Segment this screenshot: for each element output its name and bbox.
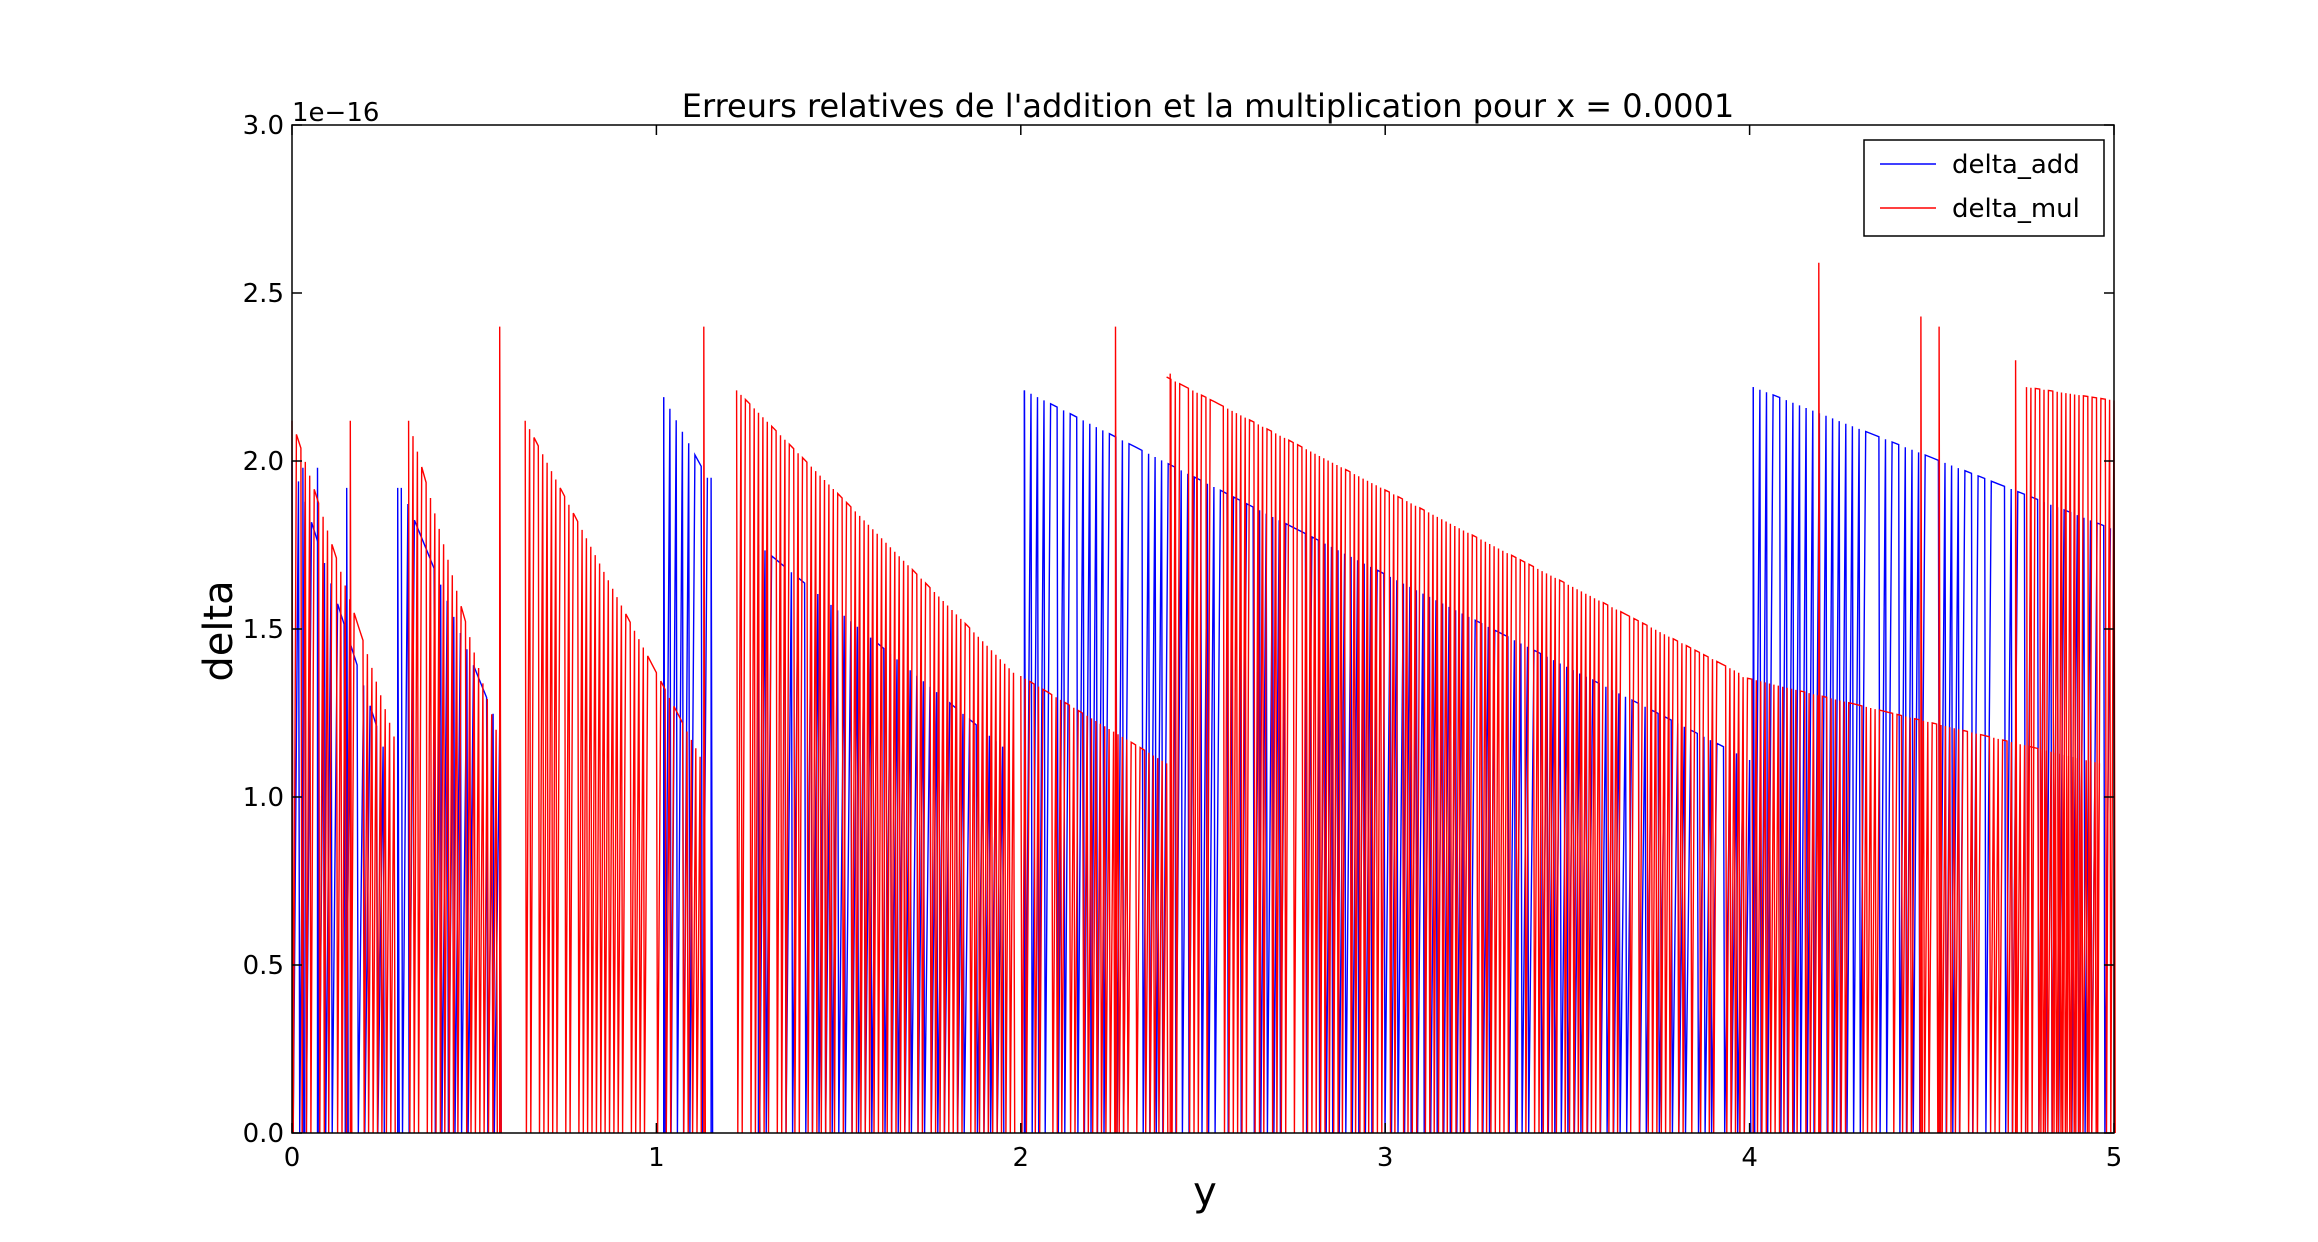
series-delta-mul-segment: [291, 420, 396, 1134]
x-tick-label: 2: [1013, 1143, 1030, 1173]
y-tick-label: 3.0: [243, 111, 284, 141]
series-delta-add-spike: [710, 477, 714, 1134]
legend-label-delta-mul: delta_mul: [1952, 194, 2080, 224]
series-delta-add-spike: [663, 397, 666, 1134]
axes: 0 1 2 3 4 5 0.0 0.5 1.0 1.5 2.0 2.5 3.0: [243, 111, 2123, 1173]
series-delta-mul-spike: [1920, 316, 1924, 1134]
x-tick-label: 4: [1741, 1143, 1758, 1173]
series-delta-mul-spike: [499, 326, 502, 1134]
chart-title: Erreurs relatives de l'addition et la mu…: [682, 87, 1734, 125]
y-tick-label: 1.0: [243, 783, 284, 813]
y-tick-label: 0.0: [243, 1119, 284, 1149]
x-tick-label: 3: [1377, 1143, 1394, 1173]
legend: delta_add delta_mul: [1863, 139, 2105, 237]
series-delta-mul-spike: [1169, 373, 1173, 1134]
y-tick-label: 2.0: [243, 447, 284, 477]
x-tick-label: 5: [2106, 1143, 2123, 1173]
series-delta-mul-spike: [1818, 262, 1821, 1134]
y-tick-label: 1.5: [243, 615, 284, 645]
y-tick-label: 0.5: [243, 951, 284, 981]
x-axis-label: y: [1193, 1169, 1217, 1215]
y-axis-label: delta: [196, 580, 242, 681]
series-delta-mul-spike: [703, 326, 706, 1134]
series-delta-mul-spike: [1938, 326, 1942, 1134]
series-delta-add-spike: [316, 467, 320, 1134]
x-tick-label: 1: [648, 1143, 665, 1173]
series-delta-add-spike: [397, 487, 400, 1134]
series-delta-mul-segment: [1738, 675, 2101, 1134]
legend-box: [1863, 139, 2105, 237]
x-tick-label: 0: [284, 1143, 301, 1173]
series-delta-mul-spike: [349, 420, 353, 1134]
y-tick-label: 2.5: [243, 279, 284, 309]
series-delta-mul-spike: [2014, 360, 2018, 1134]
y-axis-offset-text: 1e−16: [292, 98, 379, 128]
series-delta-mul-segment: [407, 420, 498, 1134]
legend-label-delta-add: delta_add: [1952, 150, 2080, 180]
series-delta-mul-spike: [1114, 326, 1118, 1134]
